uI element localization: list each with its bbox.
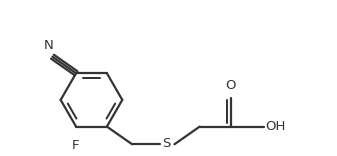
Text: F: F: [71, 139, 79, 152]
Text: O: O: [225, 79, 236, 92]
Text: OH: OH: [265, 120, 285, 133]
Text: S: S: [162, 137, 170, 150]
Text: N: N: [44, 39, 54, 52]
